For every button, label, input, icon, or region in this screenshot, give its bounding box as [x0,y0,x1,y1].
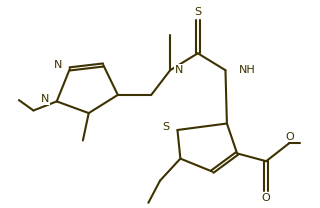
Text: O: O [262,193,270,203]
Text: O: O [285,131,294,141]
Text: S: S [194,7,201,17]
Text: N: N [41,94,49,104]
Text: N: N [54,60,62,70]
Text: S: S [162,122,169,132]
Text: N: N [175,65,183,75]
Text: NH: NH [238,65,255,75]
